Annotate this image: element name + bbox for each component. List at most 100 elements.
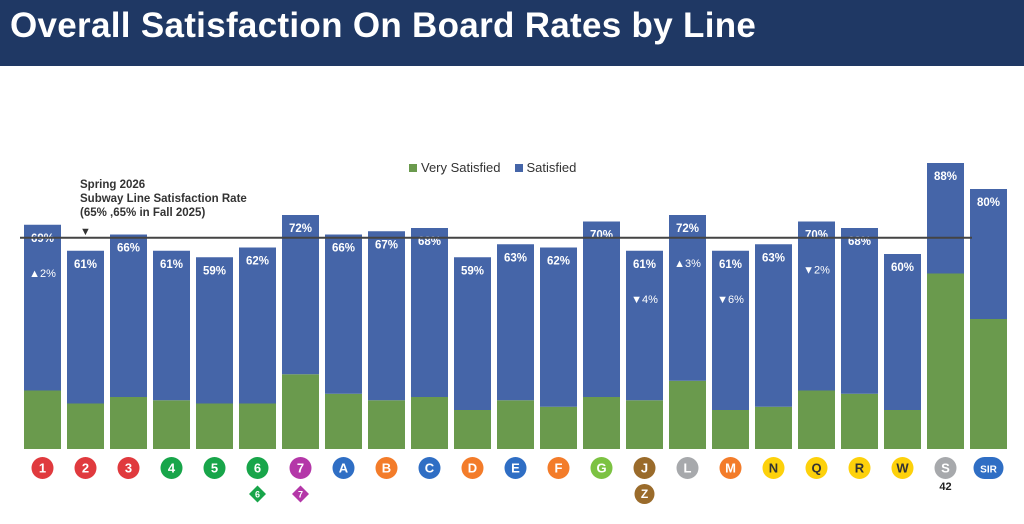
line-badge-1: 1 bbox=[31, 457, 54, 479]
line-badge-l: L bbox=[676, 457, 699, 479]
extra-badge-shape bbox=[634, 484, 655, 504]
bar-total-label: 68% bbox=[418, 236, 441, 248]
line-badge-shape bbox=[461, 457, 484, 479]
line-badge-shape bbox=[160, 457, 183, 479]
line-badge-e: E bbox=[504, 457, 527, 479]
bar-very-satisfied bbox=[67, 403, 104, 449]
bar-group-c: 68% bbox=[411, 228, 448, 449]
line-badge-label: SIR bbox=[980, 465, 997, 476]
title-bar: Overall Satisfaction On Board Rates by L… bbox=[0, 0, 1024, 66]
bar-group-b: 67% bbox=[368, 231, 405, 449]
bar-satisfied bbox=[970, 189, 1007, 319]
bar-total-label: 88% bbox=[934, 171, 957, 183]
line-badge-w: W bbox=[891, 457, 914, 479]
line-badge-7: 77 bbox=[289, 457, 312, 503]
bar-total-label: 61% bbox=[160, 259, 183, 271]
bar-very-satisfied bbox=[712, 410, 749, 449]
bar-very-satisfied bbox=[325, 393, 362, 449]
bar-group-6: 62% bbox=[239, 247, 276, 449]
line-badge-a: A bbox=[332, 457, 355, 479]
bar-satisfied bbox=[927, 163, 964, 274]
bar-satisfied bbox=[884, 254, 921, 410]
express-badge-shape bbox=[249, 485, 266, 503]
bar-satisfied bbox=[110, 234, 147, 397]
line-badge-shape bbox=[590, 457, 613, 479]
line-badge-s: S 42 bbox=[934, 457, 957, 493]
line-badge-shape bbox=[117, 457, 140, 479]
bar-total-label: 59% bbox=[203, 265, 226, 277]
bar-group-j: 61% bbox=[626, 250, 663, 449]
line-badge-d: D bbox=[461, 457, 484, 479]
line-badge-shape bbox=[547, 457, 570, 479]
bar-group-7: 72% bbox=[282, 215, 319, 449]
page-title: Overall Satisfaction On Board Rates by L… bbox=[10, 6, 757, 45]
bar-total-label: 61% bbox=[74, 259, 97, 271]
bar-satisfied bbox=[67, 250, 104, 404]
line-badge-n: N bbox=[762, 457, 785, 479]
line-badge-f: F bbox=[547, 457, 570, 479]
bar-very-satisfied bbox=[884, 410, 921, 449]
line-badge-shape bbox=[891, 457, 914, 479]
line-badge-shape bbox=[203, 457, 226, 479]
line-badge-r: R bbox=[848, 457, 871, 479]
bar-very-satisfied bbox=[669, 380, 706, 449]
line-badge-label: 2 bbox=[82, 461, 89, 476]
bar-very-satisfied bbox=[755, 406, 792, 449]
bar-very-satisfied bbox=[841, 393, 878, 449]
bar-satisfied bbox=[368, 231, 405, 401]
bar-group-3: 66% bbox=[110, 234, 147, 449]
bar-satisfied bbox=[454, 257, 491, 410]
bar-group-w: 60% bbox=[884, 254, 921, 449]
change-label: ▼4% bbox=[631, 294, 658, 306]
bar-very-satisfied bbox=[110, 397, 147, 449]
line-badge-shape bbox=[289, 457, 312, 479]
line-badge-shape bbox=[719, 457, 742, 479]
reference-note-line2: Subway Line Satisfaction Rate bbox=[80, 193, 247, 205]
bar-total-label: 67% bbox=[375, 239, 398, 251]
line-badge-label: S bbox=[941, 461, 950, 476]
bar-satisfied bbox=[583, 221, 620, 397]
bar-group-m: 61% bbox=[712, 250, 749, 449]
line-badge-label: L bbox=[684, 461, 692, 476]
line-badge-label: W bbox=[896, 461, 909, 476]
reference-note: Spring 2026 Subway Line Satisfaction Rat… bbox=[80, 178, 247, 220]
bar-group-l: 72% bbox=[669, 215, 706, 449]
bar-very-satisfied bbox=[583, 397, 620, 449]
bar-very-satisfied bbox=[282, 374, 319, 449]
line-badge-shape bbox=[934, 457, 957, 479]
line-badge-4: 4 bbox=[160, 457, 183, 479]
bar-total-label: 59% bbox=[461, 265, 484, 277]
line-badge-label: R bbox=[855, 461, 865, 476]
line-badge-shape bbox=[332, 457, 355, 479]
line-badge-label: 1 bbox=[39, 461, 46, 476]
bar-very-satisfied bbox=[411, 397, 448, 449]
bar-satisfied bbox=[24, 224, 61, 391]
bar-total-label: 68% bbox=[848, 236, 871, 248]
bar-satisfied bbox=[841, 228, 878, 394]
line-badge-label: G bbox=[596, 461, 606, 476]
line-badge-label: C bbox=[425, 461, 435, 476]
extra-badge-label: 42 bbox=[939, 481, 951, 493]
bar-group-1: 69% bbox=[24, 224, 61, 449]
reference-note-line1: Spring 2026 bbox=[80, 179, 146, 191]
change-label: ▼6% bbox=[717, 294, 744, 306]
bar-satisfied bbox=[282, 215, 319, 375]
line-badge-sir: SIR bbox=[973, 457, 1004, 479]
line-badge-shape bbox=[973, 457, 1004, 479]
bar-very-satisfied bbox=[24, 390, 61, 449]
line-badge-b: B bbox=[375, 457, 398, 479]
line-badge-label: Q bbox=[811, 461, 821, 476]
line-badge-m: M bbox=[719, 457, 742, 479]
line-badge-shape bbox=[246, 457, 269, 479]
reference-arrow-icon: ▼ bbox=[80, 226, 91, 238]
bar-group-s: 88% bbox=[927, 163, 964, 449]
bar-satisfied bbox=[325, 234, 362, 394]
bar-total-label: 72% bbox=[676, 223, 699, 235]
bar-very-satisfied bbox=[798, 390, 835, 449]
change-label: ▲3% bbox=[674, 258, 701, 270]
line-badge-shape bbox=[762, 457, 785, 479]
line-badge-2: 2 bbox=[74, 457, 97, 479]
line-badge-c: C bbox=[418, 457, 441, 479]
line-badge-g: G bbox=[590, 457, 613, 479]
bar-group-f: 62% bbox=[540, 247, 577, 449]
